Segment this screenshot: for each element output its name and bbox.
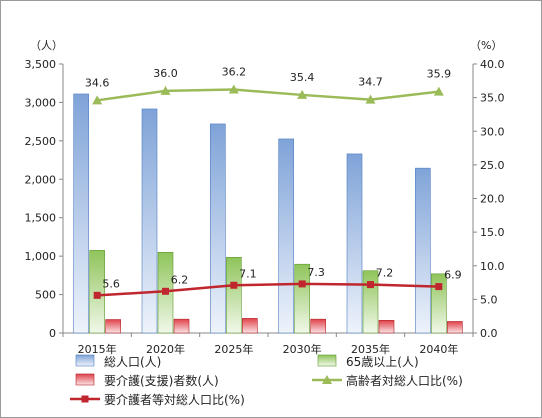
- left-tick-label: 1,500: [25, 212, 57, 225]
- x-tick-label: 2040年: [419, 342, 458, 356]
- left-tick-label: 3,000: [25, 96, 57, 109]
- left-tick-label: 500: [35, 289, 56, 302]
- x-tick-label: 2030年: [283, 342, 322, 356]
- legend-label-1: 総人口(人): [104, 355, 161, 369]
- legend-label-3: 要介護(支援)者数(人): [104, 373, 219, 388]
- left-tick-label: 1,000: [25, 250, 57, 263]
- data-label-1: 35.4: [290, 71, 315, 84]
- data-label-1: 34.6: [85, 76, 110, 89]
- legend-label-4: 高齢者対総人口比(%): [346, 373, 463, 388]
- bar-3: [173, 318, 190, 334]
- x-tick-label: 2015年: [78, 342, 117, 356]
- left-tick-label: 2,000: [25, 173, 57, 186]
- x-tick-label: 2020年: [146, 342, 185, 356]
- bar-2: [89, 250, 105, 334]
- right-tick-label: 15.0: [480, 226, 505, 239]
- legend-swatch-2: [317, 354, 337, 367]
- x-tick-label: 2035年: [351, 342, 390, 356]
- left-tick-label: 3,500: [25, 58, 57, 71]
- line-1-point: [433, 86, 444, 96]
- bar-1: [278, 138, 294, 334]
- line-2-point: [435, 283, 443, 291]
- line-2-point: [367, 281, 374, 289]
- bar-1: [210, 123, 226, 334]
- bar-2: [431, 273, 447, 334]
- data-label-2: 6.9: [444, 269, 462, 282]
- right-tick-label: 0.0: [480, 327, 498, 340]
- line-1: [96, 88, 439, 102]
- bar-3: [105, 319, 121, 334]
- line-2-point: [93, 291, 101, 299]
- data-label-2: 7.1: [239, 267, 257, 280]
- data-label-2: 7.2: [376, 267, 394, 280]
- data-label-1: 36.2: [222, 66, 247, 79]
- bar-2: [226, 256, 242, 334]
- right-tick-label: 20.0: [480, 193, 505, 206]
- legend-label-2: 65歳以上(人): [346, 355, 419, 369]
- bar-3: [447, 321, 463, 334]
- line-1-point: [92, 95, 103, 105]
- line-2-point: [298, 280, 306, 288]
- legend-marker-4: [322, 375, 332, 384]
- bar-1: [415, 167, 431, 334]
- right-tick-label: 35.0: [480, 92, 505, 105]
- right-tick-label: 30.0: [480, 125, 505, 138]
- data-label-1: 36.0: [153, 67, 178, 80]
- legend-marker-5: [81, 395, 89, 403]
- legend-label-5: 要介護者等対総人口比(%): [104, 392, 245, 407]
- data-labels: 34.6 36.0 36.2 35.4 34.7 35.9 5.6 6.2 7.1 7.3 7.2 6…: [85, 66, 462, 291]
- left-tick-label: 0: [49, 327, 56, 340]
- bar-3: [378, 320, 395, 334]
- right-tick-label: 5.0: [480, 293, 498, 306]
- legend-swatch-3: [75, 373, 95, 386]
- left-tick-label: 2,500: [25, 135, 57, 148]
- lines: [92, 84, 444, 299]
- left-axis-unit: （人）: [30, 39, 63, 52]
- axes: 0 500 1,000 1,500 2,000 2,500 3,000 3,500 0.0 5.0…: [25, 58, 505, 356]
- x-tick-label: 2025年: [214, 342, 253, 356]
- line-2-point: [162, 287, 169, 295]
- legend: 総人口(人) 65歳以上(人) 要介護(支援)者数(人) 高齢者対総人口比(%) 要介護…: [70, 354, 463, 407]
- data-label-1: 34.7: [358, 76, 383, 89]
- right-axis-unit: （%）: [470, 39, 502, 52]
- right-tick-label: 40.0: [480, 58, 505, 71]
- bars: [73, 93, 463, 334]
- line-2: [97, 282, 439, 297]
- legend-swatch-1: [75, 354, 95, 367]
- bar-1: [141, 108, 158, 334]
- bar-2: [294, 263, 310, 334]
- line-1-point: [365, 94, 376, 104]
- right-tick-label: 25.0: [480, 159, 505, 172]
- right-tick-label: 10.0: [480, 260, 505, 273]
- line-2-point: [230, 281, 238, 289]
- data-label-2: 5.6: [102, 277, 120, 290]
- bar-1: [346, 153, 363, 334]
- bar-2: [362, 270, 379, 334]
- data-label-2: 6.2: [171, 273, 189, 286]
- bar-1: [73, 93, 89, 334]
- bar-3: [310, 318, 326, 334]
- data-label-2: 7.3: [307, 266, 325, 279]
- line-1-point: [297, 89, 308, 99]
- line-1-point: [160, 85, 171, 95]
- line-1-point: [228, 84, 239, 94]
- data-label-1: 35.9: [427, 68, 452, 81]
- bar-3: [242, 318, 258, 334]
